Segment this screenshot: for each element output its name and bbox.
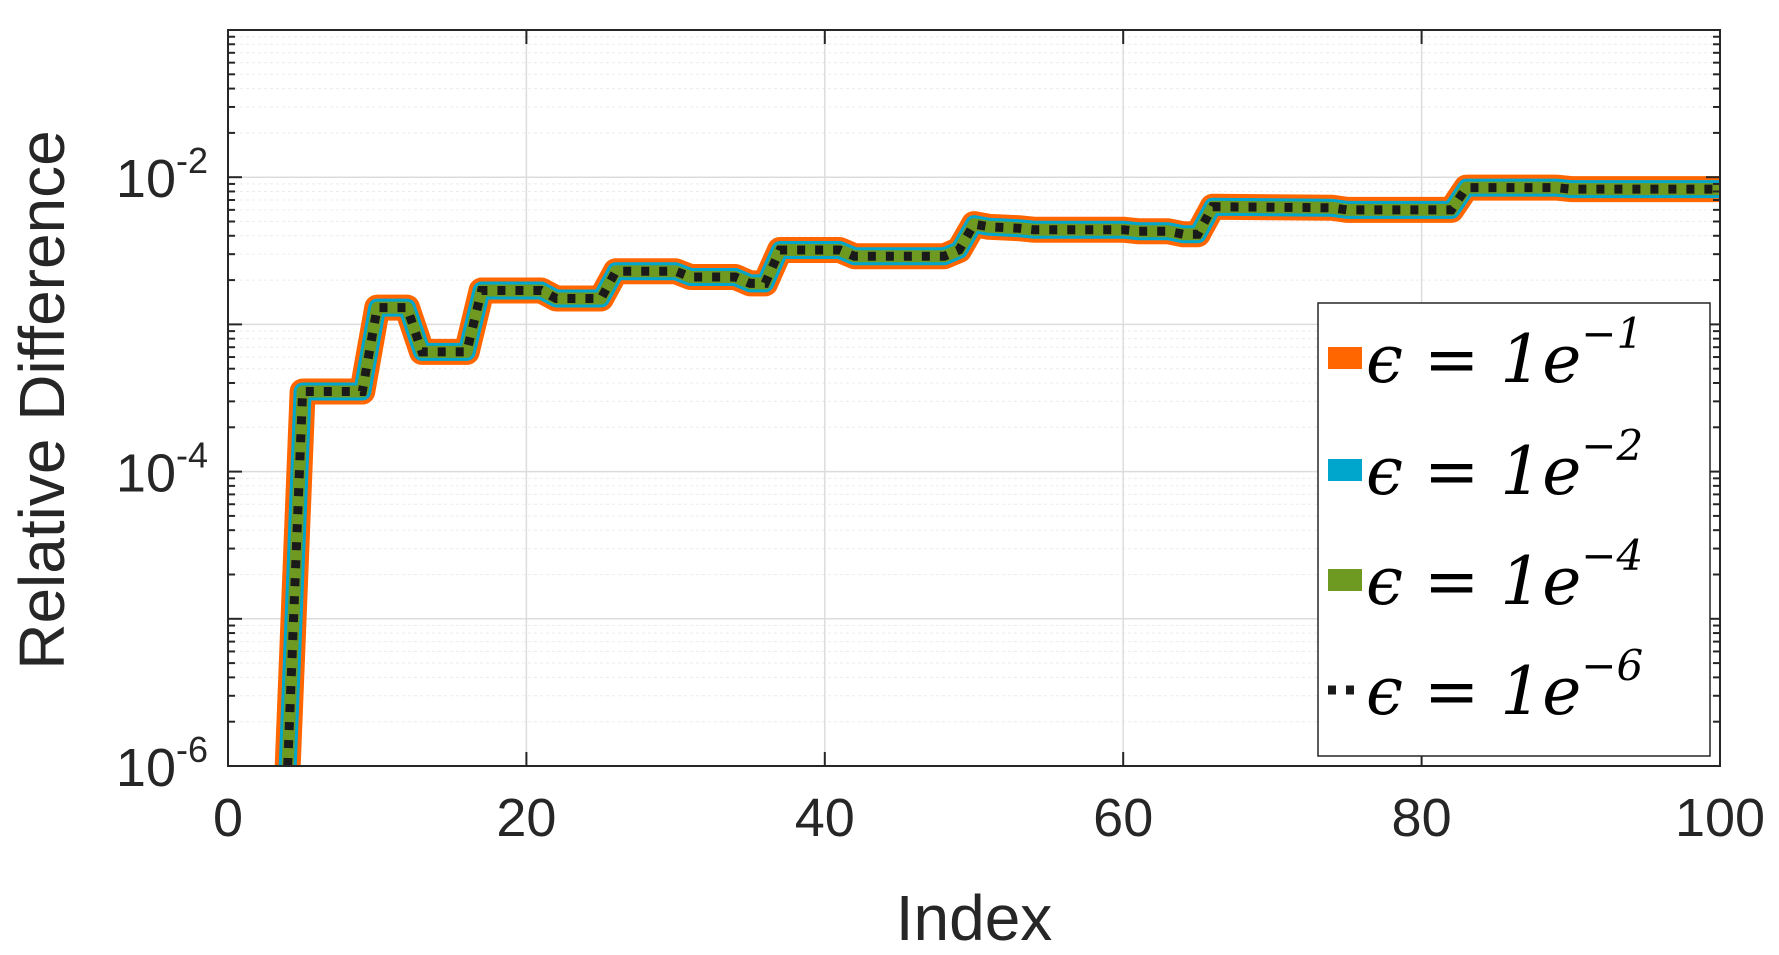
series-line-4: [283, 183, 1720, 766]
y-tick-base: 10: [116, 444, 176, 504]
legend-label-base: ϵ = 1e: [1366, 653, 1581, 730]
legend-label-base: ϵ = 1e: [1366, 543, 1581, 620]
y-tick-base: 10: [116, 149, 176, 209]
y-tick-label: 10-6: [116, 729, 208, 798]
x-tick-label: 100: [1675, 788, 1765, 848]
series-lines: [274, 174, 1720, 766]
y-tick-label: 10-4: [116, 435, 208, 504]
x-tick-labels: 0 20 40 60 80 100: [213, 788, 1765, 848]
legend-label-1: ϵ = 1e−1: [1366, 309, 1643, 398]
y-tick-exponent: -4: [176, 435, 208, 476]
x-tick-label: 20: [496, 788, 556, 848]
x-tick-label: 0: [213, 788, 243, 848]
legend-label-3: ϵ = 1e−4: [1366, 531, 1643, 620]
plot-frame: [227, 29, 1721, 767]
x-tick-label: 80: [1392, 788, 1452, 848]
legend-label-exponent: −1: [1581, 309, 1643, 358]
legend-label-base: ϵ = 1e: [1366, 321, 1581, 398]
y-tick-exponent: -6: [176, 729, 208, 770]
y-tick-label: 10-2: [116, 140, 208, 209]
legend-label-4: ϵ = 1e−6: [1366, 641, 1643, 730]
legend: ϵ = 1e−1ϵ = 1e−2ϵ = 1e−4ϵ = 1e−6: [1317, 302, 1711, 757]
y-tick-exponent: -2: [176, 140, 208, 181]
legend-label-base: ϵ = 1e: [1366, 433, 1581, 510]
legend-label-2: ϵ = 1e−2: [1366, 421, 1643, 510]
y-tick-labels: 10-610-410-2: [116, 140, 208, 798]
y-tick-base: 10: [116, 738, 176, 798]
y-axis-title: Relative Difference: [6, 130, 78, 670]
x-tick-label: 40: [795, 788, 855, 848]
x-tick-label: 60: [1093, 788, 1153, 848]
legend-box: [1317, 302, 1711, 757]
legend-label-exponent: −4: [1581, 531, 1643, 580]
axis-ticks: [227, 29, 1721, 767]
legend-label-exponent: −2: [1581, 421, 1643, 470]
x-axis-title: Index: [896, 882, 1053, 954]
legend-label-exponent: −6: [1581, 641, 1643, 690]
